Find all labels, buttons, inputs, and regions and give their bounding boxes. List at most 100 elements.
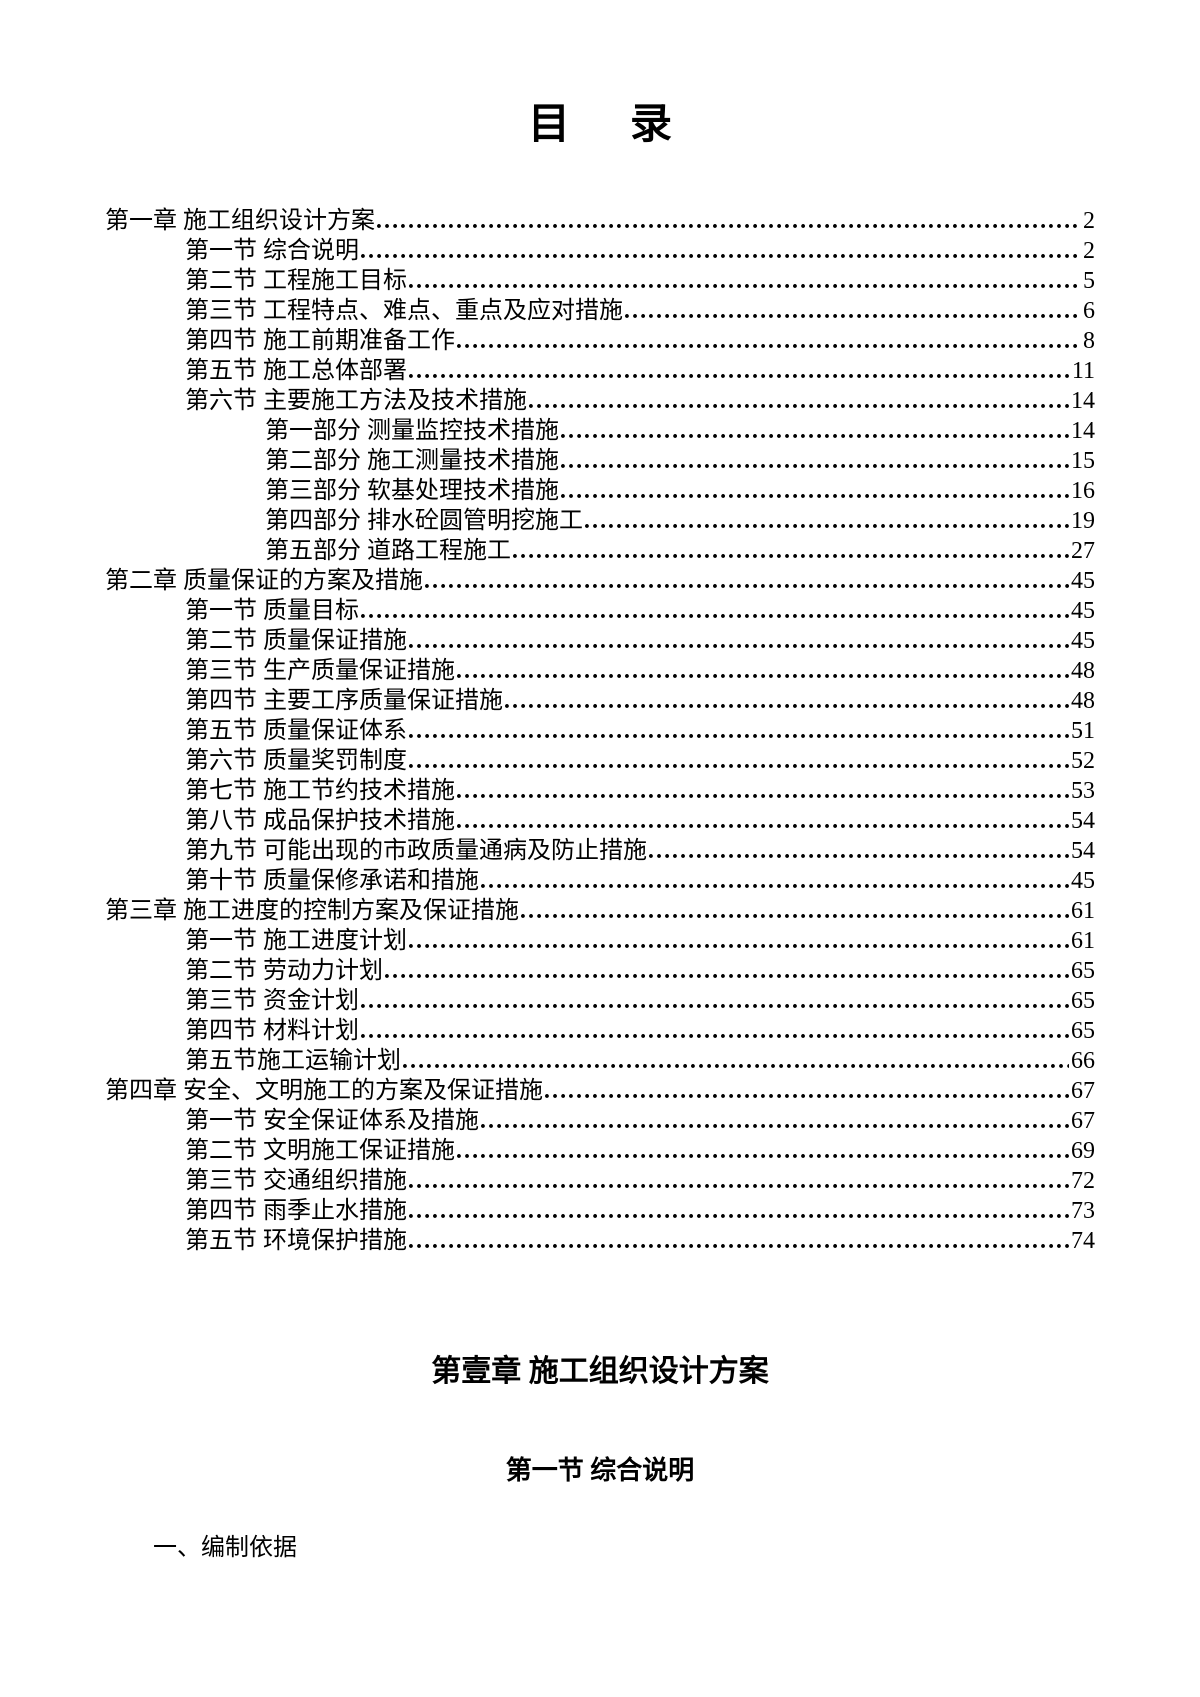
page-title: 目录 xyxy=(105,90,1095,151)
section-heading: 第一节 综合说明 xyxy=(105,1450,1095,1487)
toc-entry-label: 第四节 施工前期准备工作 xyxy=(185,326,455,356)
toc-entry: 第二节 工程施工目标………………………………………………………………………………… xyxy=(105,266,1095,296)
toc-entry-page: 16 xyxy=(1069,476,1095,506)
toc-leader-dots: …………………………………………………………………………………………………………… xyxy=(479,866,1069,896)
toc-entry-page: 65 xyxy=(1069,956,1095,986)
toc-leader-dots: …………………………………………………………………………………………………………… xyxy=(407,716,1069,746)
toc-entry: 第四部分 排水砼圆管明挖施工……………………………………………………………………… xyxy=(105,506,1095,536)
toc-entry-label: 第五节 环境保护措施 xyxy=(185,1226,407,1256)
toc-leader-dots: …………………………………………………………………………………………………………… xyxy=(407,626,1069,656)
toc-entry-page: 11 xyxy=(1070,356,1095,386)
toc-entry-page: 45 xyxy=(1069,866,1095,896)
toc-entry-label: 第十节 质量保修承诺和措施 xyxy=(185,866,479,896)
toc-entry-page: 48 xyxy=(1069,656,1095,686)
toc-entry: 第五部分 道路工程施工……………………………………………………………………………… xyxy=(105,536,1095,566)
toc-entry: 第四节 雨季止水措施………………………………………………………………………………… xyxy=(105,1196,1095,1226)
toc-entry: 第六节 质量奖罚制度………………………………………………………………………………… xyxy=(105,746,1095,776)
toc-entry: 第七节 施工节约技术措施…………………………………………………………………………… xyxy=(105,776,1095,806)
toc-entry-page: 15 xyxy=(1069,446,1095,476)
toc-entry-page: 45 xyxy=(1069,566,1095,596)
toc-entry-page: 8 xyxy=(1081,326,1095,356)
toc-entry: 第三节 交通组织措施………………………………………………………………………………… xyxy=(105,1166,1095,1196)
toc-entry-page: 61 xyxy=(1069,926,1095,956)
toc-leader-dots: …………………………………………………………………………………………………………… xyxy=(503,686,1069,716)
toc-leader-dots: …………………………………………………………………………………………………………… xyxy=(623,296,1081,326)
toc-leader-dots: …………………………………………………………………………………………………………… xyxy=(519,896,1069,926)
toc-entry-label: 第三节 资金计划 xyxy=(185,986,359,1016)
toc-entry-label: 第二节 质量保证措施 xyxy=(185,626,407,656)
toc-entry-page: 72 xyxy=(1069,1166,1095,1196)
toc-entry-page: 67 xyxy=(1069,1106,1095,1136)
toc-entry: 第二节 劳动力计划…………………………………………………………………………………… xyxy=(105,956,1095,986)
toc-leader-dots: …………………………………………………………………………………………………………… xyxy=(455,656,1069,686)
toc-leader-dots: …………………………………………………………………………………………………………… xyxy=(359,596,1069,626)
toc-leader-dots: …………………………………………………………………………………………………………… xyxy=(455,776,1069,806)
toc-entry: 第五节 质量保证体系………………………………………………………………………………… xyxy=(105,716,1095,746)
toc-leader-dots: …………………………………………………………………………………………………………… xyxy=(407,1166,1069,1196)
toc-entry: 第三部分 软基处理技术措施………………………………………………………………………… xyxy=(105,476,1095,506)
toc-entry-page: 27 xyxy=(1069,536,1095,566)
toc-leader-dots: …………………………………………………………………………………………………………… xyxy=(423,566,1069,596)
toc-entry-label: 第三节 生产质量保证措施 xyxy=(185,656,455,686)
toc-leader-dots: …………………………………………………………………………………………………………… xyxy=(559,476,1069,506)
toc-leader-dots: …………………………………………………………………………………………………………… xyxy=(559,446,1069,476)
toc-leader-dots: …………………………………………………………………………………………………………… xyxy=(407,1226,1069,1256)
toc-entry-page: 67 xyxy=(1069,1076,1095,1106)
toc-entry-page: 14 xyxy=(1069,416,1095,446)
toc-entry-page: 52 xyxy=(1069,746,1095,776)
toc-leader-dots: …………………………………………………………………………………………………………… xyxy=(375,206,1081,236)
toc-entry: 第十节 质量保修承诺和措施………………………………………………………………………… xyxy=(105,866,1095,896)
toc-entry: 第三节 工程特点、难点、重点及应对措施………………………………………………………… xyxy=(105,296,1095,326)
toc-entry-page: 2 xyxy=(1081,206,1095,236)
toc-entry: 第五节 施工总体部署………………………………………………………………………………… xyxy=(105,356,1095,386)
toc-entry-label: 第四章 安全、文明施工的方案及保证措施 xyxy=(105,1076,543,1106)
toc-entry-page: 66 xyxy=(1069,1046,1095,1076)
toc-entry-label: 第四部分 排水砼圆管明挖施工 xyxy=(265,506,583,536)
toc-entry: 第三节 生产质量保证措施…………………………………………………………………………… xyxy=(105,656,1095,686)
toc-entry-page: 6 xyxy=(1081,296,1095,326)
toc-entry-label: 第一节 施工进度计划 xyxy=(185,926,407,956)
toc-entry-page: 14 xyxy=(1069,386,1095,416)
toc-entry: 第一节 安全保证体系及措施………………………………………………………………………… xyxy=(105,1106,1095,1136)
toc-entry-label: 第六节 质量奖罚制度 xyxy=(185,746,407,776)
toc-entry-page: 2 xyxy=(1081,236,1095,266)
toc-entry-page: 54 xyxy=(1069,806,1095,836)
toc-entry-label: 第二部分 施工测量技术措施 xyxy=(265,446,559,476)
toc-leader-dots: …………………………………………………………………………………………………………… xyxy=(455,1136,1069,1166)
chapter-heading: 第壹章 施工组织设计方案 xyxy=(105,1346,1095,1390)
toc-entry-label: 第五节 施工总体部署 xyxy=(185,356,407,386)
toc-entry-label: 第四节 雨季止水措施 xyxy=(185,1196,407,1226)
toc-entry: 第六节 主要施工方法及技术措施…………………………………………………………………… xyxy=(105,386,1095,416)
toc-entry-label: 第四节 材料计划 xyxy=(185,1016,359,1046)
toc-entry: 第二节 质量保证措施………………………………………………………………………………… xyxy=(105,626,1095,656)
toc-leader-dots: …………………………………………………………………………………………………………… xyxy=(455,806,1069,836)
toc-entry: 第二节 文明施工保证措施…………………………………………………………………………… xyxy=(105,1136,1095,1166)
toc-entry-label: 第一部分 测量监控技术措施 xyxy=(265,416,559,446)
toc-leader-dots: …………………………………………………………………………………………………………… xyxy=(543,1076,1069,1106)
toc-leader-dots: …………………………………………………………………………………………………………… xyxy=(407,266,1081,296)
toc-leader-dots: …………………………………………………………………………………………………………… xyxy=(479,1106,1069,1136)
toc-leader-dots: …………………………………………………………………………………………………………… xyxy=(559,416,1069,446)
toc-leader-dots: …………………………………………………………………………………………………………… xyxy=(583,506,1069,536)
toc-leader-dots: …………………………………………………………………………………………………………… xyxy=(647,836,1069,866)
toc-leader-dots: …………………………………………………………………………………………………………… xyxy=(407,926,1069,956)
toc-entry: 第四节 材料计划……………………………………………………………………………………… xyxy=(105,1016,1095,1046)
toc-entry-label: 第三部分 软基处理技术措施 xyxy=(265,476,559,506)
toc-entry: 第一部分 测量监控技术措施………………………………………………………………………… xyxy=(105,416,1095,446)
toc-leader-dots: …………………………………………………………………………………………………………… xyxy=(455,326,1081,356)
toc-entry-label: 第三章 施工进度的控制方案及保证措施 xyxy=(105,896,519,926)
toc-leader-dots: …………………………………………………………………………………………………………… xyxy=(511,536,1069,566)
toc-entry-label: 第五部分 道路工程施工 xyxy=(265,536,511,566)
toc-entry: 第一节 质量目标……………………………………………………………………………………… xyxy=(105,596,1095,626)
toc-leader-dots: …………………………………………………………………………………………………………… xyxy=(401,1046,1069,1076)
toc-entry: 第一章 施工组织设计方案…………………………………………………………………………… xyxy=(105,206,1095,236)
toc-entry-label: 第二节 工程施工目标 xyxy=(185,266,407,296)
toc-entry: 第二部分 施工测量技术措施………………………………………………………………………… xyxy=(105,446,1095,476)
toc-entry: 第二章 质量保证的方案及措施……………………………………………………………………… xyxy=(105,566,1095,596)
toc-entry-label: 第九节 可能出现的市政质量通病及防止措施 xyxy=(185,836,647,866)
toc-leader-dots: …………………………………………………………………………………………………………… xyxy=(407,1196,1069,1226)
table-of-contents: 第一章 施工组织设计方案…………………………………………………………………………… xyxy=(105,206,1095,1256)
toc-leader-dots: …………………………………………………………………………………………………………… xyxy=(359,1016,1069,1046)
body-paragraph: 一、编制依据 xyxy=(105,1527,1095,1562)
toc-leader-dots: …………………………………………………………………………………………………………… xyxy=(359,236,1081,266)
